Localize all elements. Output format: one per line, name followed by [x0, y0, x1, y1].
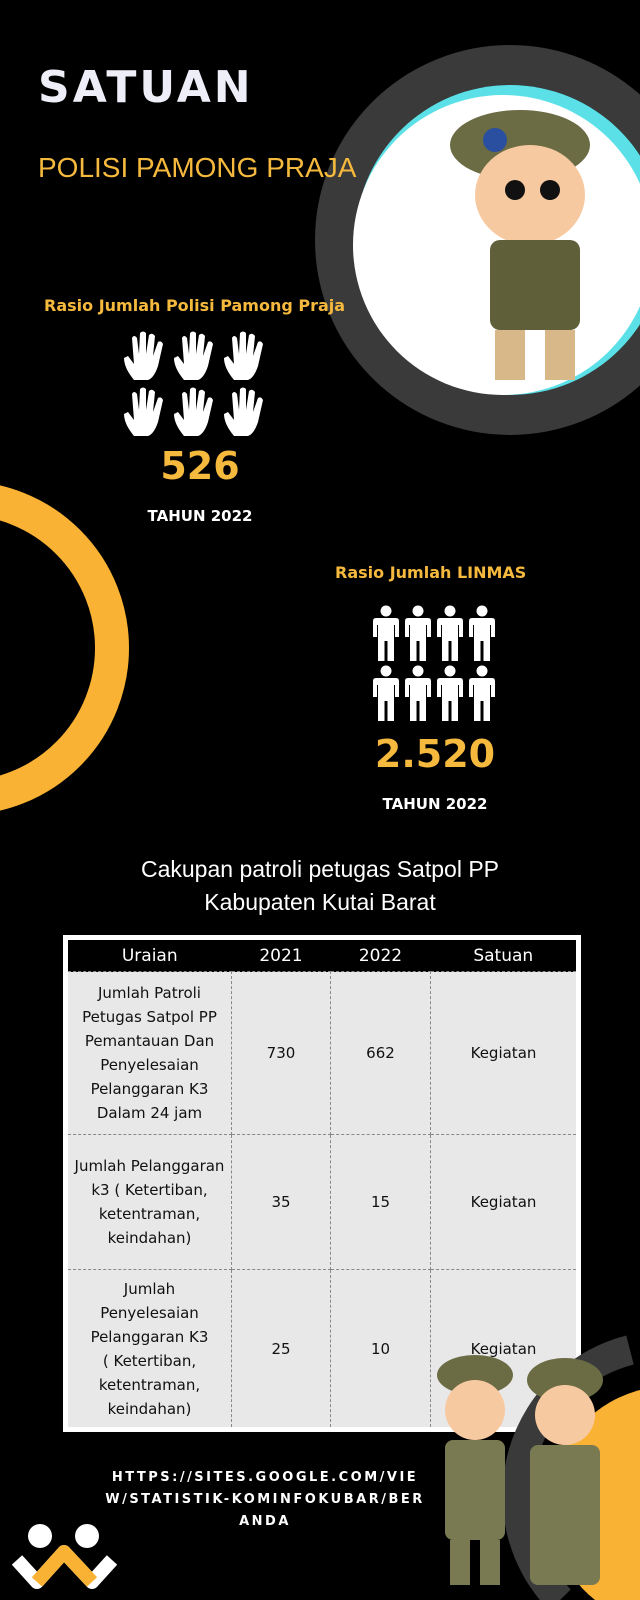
person-icon: [405, 665, 431, 721]
cell: 25: [231, 1269, 331, 1430]
page-subtitle: POLISI PAMONG PRAJA: [38, 152, 357, 183]
col-header: Uraian: [65, 937, 232, 972]
person-icon: [437, 665, 463, 721]
cell: 35: [231, 1134, 331, 1270]
decorative-ring: [0, 485, 129, 811]
cell: 730: [231, 971, 331, 1135]
person-icon: [373, 665, 399, 721]
linmas-ratio-value: 2.520: [374, 732, 496, 776]
table-row: Jumlah Pelanggaran k3 ( Ketertiban, kete…: [65, 1134, 579, 1270]
hand-icon: [124, 331, 163, 380]
linmas-ratio-label: Rasio Jumlah LINMAS: [335, 563, 527, 582]
cell: Kegiatan: [430, 1134, 579, 1270]
person-icon: [405, 605, 431, 661]
patrol-table: Uraian 2021 2022 Satuan Jumlah Patroli P…: [63, 935, 581, 1432]
table-title-line: Kabupaten Kutai Barat: [204, 889, 436, 915]
hand-icon: [224, 387, 263, 436]
hand-icons: [120, 330, 280, 442]
person-icon: [469, 665, 495, 721]
satpol-ratio-label: Rasio Jumlah Polisi Pamong Praja: [44, 296, 346, 315]
hand-icon: [174, 331, 213, 380]
person-icon: [373, 605, 399, 661]
source-url: HTTPS://SITES.GOOGLE.COM/VIEW/STATISTIK-…: [105, 1470, 425, 1529]
brand-logo: [12, 1524, 117, 1589]
col-header: 2021: [231, 937, 331, 972]
greeting-mascots-illustration: [437, 1335, 640, 1600]
cell: 15: [330, 1134, 431, 1270]
cell: 662: [330, 971, 431, 1135]
table-title: Cakupan patroli petugas Satpol PP Kabupa…: [0, 853, 640, 919]
person-icons: [370, 605, 500, 725]
person-icon: [437, 605, 463, 661]
table-row: Jumlah Patroli Petugas Satpol PP Pemanta…: [65, 971, 579, 1135]
hand-icon: [224, 331, 263, 380]
linmas-year: TAHUN 2022: [382, 795, 488, 813]
salute-mascot-illustration: [450, 110, 590, 380]
person-icon: [469, 605, 495, 661]
cell: Jumlah Penyelesaian Pelanggaran K3 ( Ket…: [65, 1269, 232, 1430]
hand-icon: [124, 387, 163, 436]
cell: Jumlah Pelanggaran k3 ( Ketertiban, kete…: [65, 1134, 232, 1270]
table-row: Jumlah Penyelesaian Pelanggaran K3 ( Ket…: [65, 1269, 579, 1430]
cell: Kegiatan: [430, 971, 579, 1135]
satpol-year: TAHUN 2022: [147, 507, 253, 525]
col-header: 2022: [330, 937, 431, 972]
cell: Jumlah Patroli Petugas Satpol PP Pemanta…: [65, 971, 232, 1135]
table-title-line: Cakupan patroli petugas Satpol PP: [140, 856, 500, 882]
page-title: SATUAN: [38, 62, 254, 113]
col-header: Satuan: [430, 937, 579, 972]
hand-icon: [174, 387, 213, 436]
cell: 10: [330, 1269, 431, 1430]
satpol-ratio-value: 526: [160, 444, 240, 488]
